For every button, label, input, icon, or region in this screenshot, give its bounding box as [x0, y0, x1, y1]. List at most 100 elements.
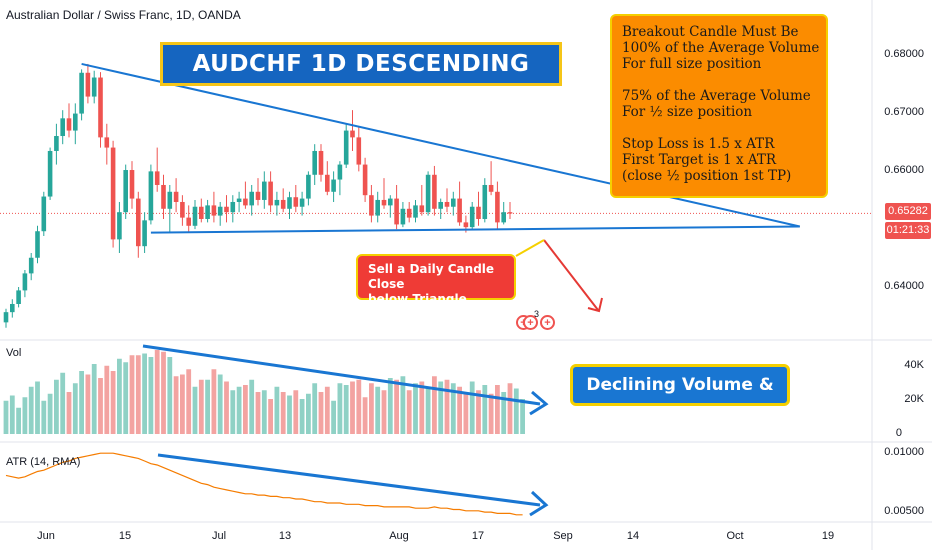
volume-bar [268, 399, 273, 434]
x-tick-label: Sep [553, 530, 573, 542]
breakout-rules-box: Breakout Candle Must Be 100% of the Aver… [610, 14, 828, 198]
candle-body [343, 130, 349, 165]
candle-body [362, 164, 368, 196]
volume-bar [507, 383, 513, 434]
symbol-header: Australian Dollar / Swiss Franc, 1D, OAN… [6, 8, 241, 22]
volume-bar [85, 374, 91, 434]
sell-callout-pointer [515, 239, 545, 257]
volume-bar [469, 381, 475, 434]
candle-body [66, 118, 72, 131]
candle-body [451, 198, 456, 207]
volume-bar [476, 390, 481, 434]
volume-bar [110, 371, 116, 434]
volume-bar [513, 388, 519, 434]
volume-bar [394, 379, 399, 434]
volume-tick-label: 40K [904, 359, 924, 371]
breakout-line: 100% of the Average Volume [622, 40, 820, 56]
plus-event-icon[interactable]: + [523, 315, 538, 330]
candle-body [161, 184, 166, 209]
volume-bar [129, 355, 135, 434]
x-tick-label: 13 [278, 530, 292, 542]
x-tick-label: Aug [389, 530, 409, 542]
atr-tick-label: 0.01000 [884, 446, 924, 458]
candle-body [35, 231, 40, 258]
price-tick-label: 0.66000 [884, 164, 924, 176]
candle-body [10, 303, 15, 313]
volume-bar [387, 378, 393, 434]
candle-body [236, 198, 242, 202]
candle-body [325, 174, 330, 192]
volume-bar [9, 395, 15, 434]
candle-body [375, 199, 380, 216]
volume-bar [224, 381, 229, 434]
volume-bar [54, 379, 59, 434]
volume-bar [280, 392, 286, 434]
volume-bar [482, 385, 488, 434]
price-tick-label: 0.68000 [884, 48, 924, 60]
x-tick-label: Oct [726, 530, 744, 542]
plus-event-icon[interactable]: + [540, 315, 555, 330]
candle-body [337, 164, 343, 180]
volume-bar [3, 400, 9, 434]
breakout-line: For full size position [622, 56, 762, 72]
candle-body [192, 206, 198, 226]
volume-bar [406, 390, 412, 434]
candle-body [217, 206, 223, 216]
candle-body [41, 196, 47, 232]
volume-bar [520, 399, 525, 434]
volume-pane-label: Vol [6, 347, 22, 359]
volume-bar [463, 392, 469, 434]
volume-bar [488, 393, 494, 434]
atr-tick-label: 0.00500 [884, 505, 924, 517]
volume-bar [375, 386, 381, 434]
candle-body [98, 77, 103, 138]
volume-bar [236, 386, 242, 434]
volume-bar [293, 390, 299, 434]
candle-body [28, 257, 34, 274]
candle-body [262, 181, 267, 200]
volume-bar [123, 362, 129, 434]
triangle-lower-trendline [150, 225, 800, 234]
candle-body [388, 198, 393, 206]
candle-body [406, 208, 412, 218]
candle-body [79, 72, 84, 114]
candle-body [123, 170, 128, 213]
candle-body [280, 199, 286, 209]
volume-bar [173, 376, 179, 434]
volume-bar [167, 357, 173, 434]
volume-bar [438, 381, 444, 434]
candle-body [199, 206, 204, 219]
x-tick-label: 19 [821, 530, 835, 542]
candle-body [444, 201, 450, 207]
volume-bar [211, 369, 217, 434]
volume-bar [362, 397, 368, 434]
volume-bar [324, 386, 330, 434]
volume-bar [501, 392, 507, 434]
sell-line: below Triangle [368, 292, 467, 306]
candle-body [3, 312, 9, 323]
candle-body [306, 174, 311, 199]
volume-bar [249, 379, 255, 434]
candle-body [54, 136, 59, 151]
candle-body [129, 170, 135, 199]
volume-bar [261, 390, 267, 434]
candle-body [312, 150, 317, 175]
breakout-line: 75% of the Average Volume [622, 88, 811, 104]
volume-bar [287, 395, 292, 434]
candle-body [167, 191, 173, 209]
sell-arrow [543, 239, 599, 311]
volume-bar [230, 390, 236, 434]
candle-body [369, 195, 374, 216]
candle-body [136, 198, 141, 247]
candle-body [495, 191, 500, 223]
candle-body [180, 201, 185, 218]
candle-body [243, 198, 248, 206]
event-count-label: 3 [534, 309, 540, 319]
volume-bar [450, 383, 456, 434]
volume-bar [16, 407, 21, 434]
volume-trend-arrowhead [529, 390, 549, 416]
breakout-line: First Target is 1 x ATR [622, 152, 777, 168]
candle-body [432, 174, 437, 209]
volume-bar [142, 353, 147, 434]
